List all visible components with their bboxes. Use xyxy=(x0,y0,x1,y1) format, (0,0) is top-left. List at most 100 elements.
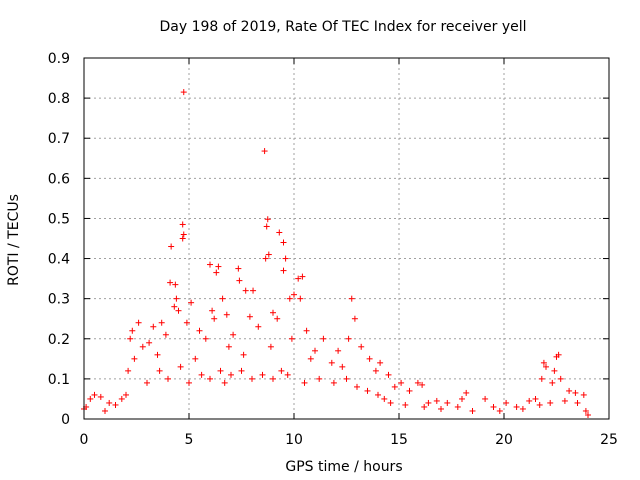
x-tick-label: 0 xyxy=(80,432,89,448)
data-point xyxy=(221,379,228,386)
data-point xyxy=(566,387,573,394)
data-point xyxy=(381,395,388,402)
data-point xyxy=(249,375,255,382)
grid-layer xyxy=(84,58,609,419)
y-tick-label: 0.7 xyxy=(48,131,70,147)
data-point xyxy=(91,391,98,398)
data-point xyxy=(242,287,249,294)
data-point xyxy=(557,375,564,382)
data-point xyxy=(259,371,266,378)
data-point xyxy=(358,343,365,350)
data-point xyxy=(366,355,373,362)
data-point xyxy=(536,401,543,408)
data-point xyxy=(540,359,547,366)
data-point xyxy=(375,391,381,398)
data-point xyxy=(180,231,187,238)
data-point xyxy=(167,279,174,286)
data-point xyxy=(398,379,405,386)
data-point xyxy=(175,307,182,314)
data-point xyxy=(303,327,310,334)
data-point xyxy=(301,379,308,386)
data-point xyxy=(330,379,337,386)
x-tick-label: 25 xyxy=(600,432,618,448)
data-point xyxy=(284,371,291,378)
data-point xyxy=(364,387,371,394)
data-point xyxy=(295,275,302,282)
data-point xyxy=(235,265,242,272)
data-point xyxy=(454,403,461,410)
data-point xyxy=(513,403,520,410)
data-point xyxy=(585,411,591,418)
data-point xyxy=(168,243,175,250)
data-point xyxy=(538,375,545,382)
data-point xyxy=(316,375,323,382)
x-tick-label: 15 xyxy=(390,432,408,448)
data-point xyxy=(172,281,179,288)
data-point xyxy=(162,331,169,338)
data-point xyxy=(198,371,205,378)
data-point xyxy=(215,263,222,270)
data-point xyxy=(312,347,318,354)
data-point xyxy=(261,148,268,155)
data-point xyxy=(131,355,138,362)
data-point xyxy=(482,395,489,402)
data-point xyxy=(183,319,190,326)
data-point xyxy=(377,359,384,366)
data-point xyxy=(339,363,346,370)
data-point xyxy=(385,371,392,378)
data-point xyxy=(211,315,218,322)
y-tick-label: 0.8 xyxy=(48,91,70,107)
data-point xyxy=(188,299,195,306)
data-point xyxy=(335,347,342,354)
x-axis-label: GPS time / hours xyxy=(285,459,402,475)
data-point xyxy=(129,327,136,334)
data-point xyxy=(112,401,119,408)
data-point xyxy=(213,269,220,276)
data-point xyxy=(179,221,186,228)
data-point xyxy=(580,391,587,398)
data-point xyxy=(87,395,94,402)
data-point xyxy=(553,353,560,360)
data-point xyxy=(123,391,129,398)
data-point xyxy=(519,405,526,412)
data-point xyxy=(246,313,253,320)
y-tick-label: 0.1 xyxy=(48,372,70,388)
data-point xyxy=(270,309,276,316)
data-point xyxy=(282,255,289,262)
data-point xyxy=(561,397,568,404)
data-point xyxy=(496,407,503,414)
data-point xyxy=(402,401,409,408)
y-tick-label: 0.3 xyxy=(48,292,70,308)
data-point xyxy=(225,343,232,350)
data-point xyxy=(328,359,335,366)
data-point xyxy=(177,363,184,370)
data-point xyxy=(414,379,421,386)
data-point xyxy=(173,295,180,302)
data-point xyxy=(391,383,398,390)
data-point xyxy=(438,405,444,412)
data-point xyxy=(180,89,187,96)
data-point xyxy=(433,397,440,404)
data-point xyxy=(345,335,352,342)
y-tick-label: 0.5 xyxy=(48,211,70,227)
data-point xyxy=(139,343,146,350)
data-point xyxy=(280,267,287,274)
data-point xyxy=(425,399,432,406)
data-point xyxy=(207,261,213,268)
data-point xyxy=(444,399,451,406)
y-axis-label: ROTI / TECUs xyxy=(6,194,22,286)
data-point xyxy=(102,407,108,414)
data-point xyxy=(202,335,209,342)
data-point xyxy=(280,239,287,246)
data-point xyxy=(299,273,306,280)
data-point xyxy=(490,403,497,410)
data-point xyxy=(406,387,413,394)
data-point xyxy=(351,315,358,322)
data-point xyxy=(250,287,257,294)
data-point xyxy=(543,363,549,370)
x-tick-label: 10 xyxy=(285,432,303,448)
data-point xyxy=(236,277,243,284)
y-tick-label: 0.6 xyxy=(48,171,70,187)
data-point xyxy=(223,311,230,318)
